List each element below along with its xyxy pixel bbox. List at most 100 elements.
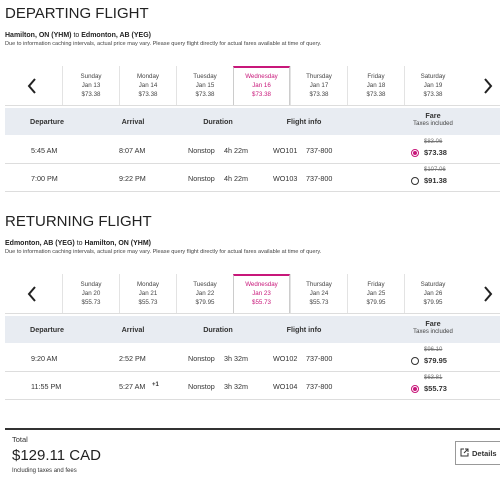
date-option[interactable]: Sunday Jan 20 $55.73	[62, 274, 119, 313]
column-header: Departure	[30, 325, 64, 334]
date-option[interactable]: Wednesday Jan 16 $73.38	[233, 66, 290, 105]
external-icon	[460, 448, 469, 457]
next-arrow[interactable]	[483, 78, 493, 94]
prev-arrow[interactable]	[27, 78, 37, 94]
date-option[interactable]: Friday Jan 25 $79.95	[347, 274, 404, 313]
date-option[interactable]: Tuesday Jan 22 $79.95	[176, 274, 233, 313]
date-price: $73.38	[81, 91, 101, 98]
total-amount: $129.11 CAD	[12, 447, 101, 464]
flight-number: WO104	[273, 382, 298, 391]
date-option[interactable]: Wednesday Jan 23 $55.73	[233, 274, 290, 313]
date-day: Sunday	[80, 281, 102, 288]
fare-radio[interactable]	[411, 177, 419, 185]
date-option[interactable]: Monday Jan 14 $73.38	[119, 66, 176, 105]
details-button[interactable]: Details	[455, 441, 500, 465]
radio-dot	[413, 387, 417, 391]
date-date: Jan 25	[366, 290, 386, 297]
arrival-time: 8:07 AM	[119, 146, 146, 155]
date-date: Jan 15	[195, 82, 215, 89]
date-price: $73.38	[138, 91, 158, 98]
date-strip-border	[5, 105, 500, 106]
date-price: $55.73	[252, 299, 271, 306]
table-header	[5, 108, 500, 135]
departure-time: 5:45 AM	[31, 146, 58, 155]
date-option[interactable]: Saturday Jan 26 $79.95	[404, 274, 461, 313]
date-price: $73.38	[195, 91, 215, 98]
date-option[interactable]: Thursday Jan 17 $73.38	[290, 66, 347, 105]
prev-arrow[interactable]	[27, 286, 37, 302]
fare-radio[interactable]	[411, 149, 419, 157]
date-day: Friday	[367, 73, 385, 80]
date-strip-border	[5, 313, 500, 314]
duration: 3h 32m	[224, 354, 248, 363]
departure-time: 7:00 PM	[31, 174, 58, 183]
date-date: Jan 22	[195, 290, 215, 297]
arrival-time: 2:52 PM	[119, 354, 146, 363]
old-fare: $107.06	[424, 167, 446, 173]
date-price: $73.38	[366, 91, 386, 98]
table-header	[5, 316, 500, 343]
date-date: Jan 26	[423, 290, 443, 297]
date-date: Jan 19	[423, 82, 443, 89]
fare-radio[interactable]	[411, 357, 419, 365]
date-day: Wednesday	[245, 281, 278, 288]
date-day: Saturday	[420, 281, 446, 288]
arrow-icon	[27, 78, 36, 94]
route-connector: to	[76, 240, 83, 247]
date-date: Jan 20	[81, 290, 101, 297]
date-price: $55.73	[138, 299, 158, 306]
row-border	[5, 399, 500, 400]
arrow-icon	[484, 78, 493, 94]
date-date: Jan 18	[366, 82, 386, 89]
notice: Due to information caching intervals, ac…	[5, 41, 322, 47]
date-option[interactable]: Tuesday Jan 15 $73.38	[176, 66, 233, 105]
radio-dot	[413, 151, 417, 155]
aircraft: 737-800	[306, 146, 333, 155]
route-to: Edmonton, AB (YEG)	[81, 32, 151, 39]
column-header: Duration	[203, 117, 233, 126]
date-option[interactable]: Thursday Jan 24 $55.73	[290, 274, 347, 313]
date-date: Jan 24	[309, 290, 329, 297]
departure-time: 9:20 AM	[31, 354, 58, 363]
fare: $73.38	[424, 148, 447, 157]
column-header: Flight info	[286, 325, 322, 334]
date-price: $73.38	[252, 91, 271, 98]
date-price: $79.95	[423, 299, 443, 306]
route: Hamilton, ON (YHM) to Edmonton, AB (YEG)	[5, 32, 151, 39]
route: Edmonton, AB (YEG) to Hamilton, ON (YHM)	[5, 240, 151, 247]
column-header: Arrival	[121, 117, 145, 126]
fare: $55.73	[424, 384, 447, 393]
date-option[interactable]: Friday Jan 18 $73.38	[347, 66, 404, 105]
departure-time: 11:55 PM	[31, 382, 62, 391]
date-price: $79.95	[366, 299, 386, 306]
column-header: Fare	[425, 111, 441, 120]
date-date: Jan 13	[81, 82, 101, 89]
duration: 4h 22m	[224, 174, 248, 183]
date-option[interactable]: Monday Jan 21 $55.73	[119, 274, 176, 313]
section-title: RETURNING FLIGHT	[5, 213, 152, 230]
total-divider	[5, 428, 500, 430]
aircraft: 737-800	[306, 354, 333, 363]
stops: Nonstop	[188, 174, 215, 183]
date-price: $79.95	[195, 299, 215, 306]
column-header-note: Taxes included	[413, 121, 453, 127]
stops: Nonstop	[188, 354, 215, 363]
date-price: $73.38	[423, 91, 443, 98]
fare-radio[interactable]	[411, 385, 419, 393]
date-option[interactable]: Saturday Jan 19 $73.38	[404, 66, 461, 105]
date-option[interactable]: Sunday Jan 13 $73.38	[62, 66, 119, 105]
row-border	[5, 163, 500, 164]
date-day: Monday	[136, 73, 159, 80]
column-header-note: Taxes included	[413, 329, 453, 335]
next-arrow[interactable]	[483, 286, 493, 302]
old-fare: $96.10	[424, 347, 443, 353]
icon-path	[460, 448, 469, 457]
flight-number: WO102	[273, 354, 298, 363]
date-day: Monday	[136, 281, 159, 288]
date-day: Saturday	[420, 73, 446, 80]
date-price: $55.73	[81, 299, 101, 306]
date-date: Jan 23	[252, 290, 271, 297]
flight-number: WO101	[273, 146, 298, 155]
date-day: Thursday	[306, 281, 332, 288]
